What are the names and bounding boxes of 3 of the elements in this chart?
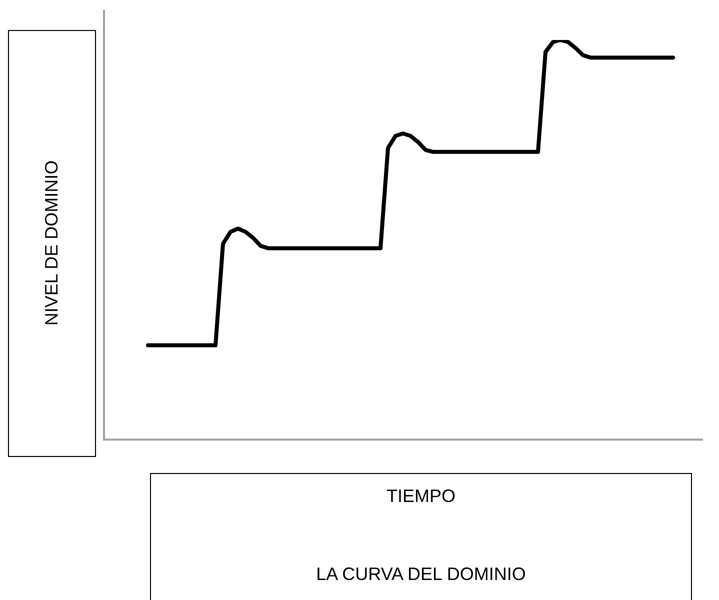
text: LA CURVA DEL DOMINIO: [316, 564, 526, 585]
y-axis-title: NIVEL DE DOMINIO: [42, 160, 62, 326]
x-axis-title: TIEMPO: [386, 486, 456, 507]
